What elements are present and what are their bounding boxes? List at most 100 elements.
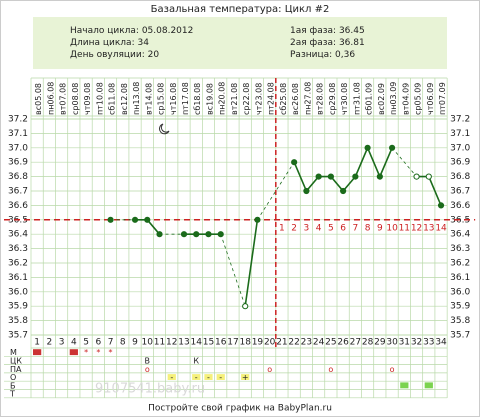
weekday: вт [58,105,67,115]
date: 28.08 [315,83,324,106]
row-label: О [10,373,16,382]
x-tick-label: 19 [252,338,264,348]
x-tick-label: 13 [178,338,189,348]
y-tick-label: 35.8 [8,316,28,326]
y2-tick-label: 36.4 [450,230,470,240]
x-tick-label: 28 [362,338,374,348]
luteal-day-label: 4 [316,223,322,233]
x-header: ср29.08 [327,83,336,115]
date: 31.08 [352,82,361,105]
x-header: вс26.08 [291,83,300,115]
date: 02.09 [376,83,385,106]
x-header: пт31.08 [352,82,361,115]
info-value: 0,36 [335,50,355,60]
y-tick-label: 37.1 [8,129,28,139]
date: 08.08 [70,83,79,106]
x-header: вс19.08 [205,83,214,115]
x-header: вс05.08 [34,83,43,115]
x-header: чт16.08 [168,83,177,115]
x-header: ср22.08 [242,83,251,115]
row-cell-text: o [390,365,395,374]
date: 13.08 [132,82,141,105]
date: 11.08 [107,83,116,106]
x-tick-label: 18 [239,338,251,348]
luteal-day-label: 11 [399,223,410,233]
y2-tick-label: 36.5 [450,215,470,225]
info-item: Начало цикла: 05.08.2012 [70,26,193,36]
row-cell-text: - [170,373,173,382]
data-point [107,216,114,223]
info-value: 20 [148,50,160,60]
luteal-day-label: 2 [291,223,297,233]
x-tick-label: 2 [46,338,52,348]
weekday: сб [193,106,202,115]
data-point [388,144,396,151]
data-point [131,216,139,223]
data-point [291,159,298,166]
x-header: ср08.08 [70,83,79,115]
date: 04.09 [401,83,410,106]
x-tick-label: 23 [301,338,312,348]
date: 19.08 [205,83,214,106]
x-tick-label: 9 [132,338,138,348]
date: 06.09 [425,83,434,106]
x-header: вс02.09 [376,83,385,115]
x-tick-label: 22 [288,338,299,348]
date: 06.08 [46,82,55,105]
date: 22.08 [242,83,251,106]
y2-tick-label: 35.9 [450,302,470,312]
x-header: пт10.08 [95,82,104,115]
x-header: вт07.08 [58,83,67,115]
row-label: ПА [10,365,22,374]
weekday: чт [340,105,349,115]
weekday: сб [278,106,287,115]
y2-tick-label: 37.2 [450,115,470,125]
watermark: 9107541.baby.ru [95,382,205,397]
data-point [180,231,188,238]
date: 27.08 [303,82,312,105]
data-point [144,216,151,223]
row-label: Т [9,390,15,399]
date: 24.08 [266,82,275,105]
weekday: пн [389,105,398,115]
date: 14.08 [144,83,153,106]
data-point [193,231,200,238]
info-item: 1ая фаза: 36.45 [290,26,365,36]
gap-connector [257,161,295,221]
y2-tick-label: 35.7 [450,331,470,341]
x-tick-label: 17 [227,338,238,348]
weekday: вс [205,106,214,115]
weekday: вс [119,106,128,115]
luteal-day-label: 6 [340,223,346,233]
x-header: пн20.08 [217,82,226,115]
y-tick-label: 37.2 [8,115,28,125]
gap-connector [220,234,246,307]
info-value: 05.08.2012 [142,26,194,36]
weekday: пн [217,105,226,115]
row-cell-text: o [267,365,272,374]
weekday: вс [291,106,300,115]
x-header: пн06.08 [46,82,55,115]
x-tick-label: 7 [108,338,114,348]
weekday: вс [34,106,43,115]
x-header: пн13.08 [132,82,141,115]
x-tick-label: 30 [386,338,398,348]
weekday: чт [83,105,92,115]
luteal-day-label: 1 [279,223,285,233]
info-label: 2ая фаза: [290,38,336,48]
y-tick-label: 36.4 [8,230,28,240]
y-tick-label: 35.9 [8,302,28,312]
x-header: пт24.08 [266,82,275,115]
date: 29.08 [327,83,336,106]
row-cell-text: - [207,373,210,382]
date: 17.08 [181,82,190,105]
x-header: пн27.08 [303,82,312,115]
weekday: ср [242,106,251,115]
row-cell-text: * [84,348,88,357]
x-header: вт21.08 [229,83,238,115]
info-value: 36.81 [339,38,365,48]
info-label: День овуляции: [70,50,145,60]
data-point [376,173,383,180]
y-tick-label: 36.1 [8,273,28,283]
x-tick-label: 5 [83,338,89,348]
